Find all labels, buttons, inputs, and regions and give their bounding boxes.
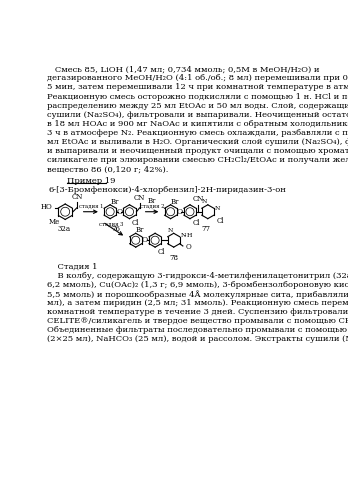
Text: комнатной температуре в течение 3 дней. Суспензию фильтровали через слой: комнатной температуре в течение 3 дней. …: [47, 308, 348, 316]
Text: стадия 3: стадия 3: [100, 222, 124, 227]
Text: N: N: [215, 206, 220, 211]
Text: Br: Br: [136, 227, 144, 235]
Text: стадия 2: стадия 2: [140, 204, 164, 209]
Text: O: O: [185, 243, 191, 251]
Text: 32a: 32a: [57, 225, 70, 233]
Text: CELITE®/силикагель и твердое вещество промывали с помощью CH₂Cl₂.: CELITE®/силикагель и твердое вещество пр…: [47, 317, 348, 325]
Text: CN: CN: [71, 193, 82, 201]
Text: Реакционную смесь осторожно подкисляли с помощью 1 н. HCl и подвергали: Реакционную смесь осторожно подкисляли с…: [47, 92, 348, 100]
Text: Смесь 85, LiOH (1,47 мл; 0,734 ммоль; 0,5М в MeOH/H₂O) и: Смесь 85, LiOH (1,47 мл; 0,734 ммоль; 0,…: [47, 65, 319, 73]
Text: Br: Br: [148, 197, 156, 205]
Text: в 18 мл HOAc и 900 мг NaOAc и кипятили с обратным холодильником в течение: в 18 мл HOAc и 900 мг NaOAc и кипятили с…: [47, 120, 348, 128]
Text: Me: Me: [48, 218, 60, 226]
Text: Cl: Cl: [132, 219, 139, 227]
Text: Cl: Cl: [192, 219, 200, 227]
Text: CN: CN: [134, 194, 145, 202]
Text: O: O: [116, 208, 122, 216]
Text: Br: Br: [171, 198, 179, 206]
Text: сушили (Na₂SO₄), фильтровали и выпаривали. Неочищенный остаток растворяли: сушили (Na₂SO₄), фильтровали и выпаривал…: [47, 111, 348, 119]
Text: Br: Br: [110, 198, 119, 206]
Text: В колбу, содержащую 3-гидрокси-4-метилфенилацетонитрил (32а; 0,92 г;: В колбу, содержащую 3-гидрокси-4-метилфе…: [47, 271, 348, 279]
Text: 6-[3-Бромфенокси)-4-хлорбензил]-2Н-пиридазин-3-он: 6-[3-Бромфенокси)-4-хлорбензил]-2Н-пирид…: [48, 186, 286, 194]
Text: мл EtOAc и выливали в H₂O. Органический слой сушили (Na₂SO₄), фильтровали: мл EtOAc и выливали в H₂O. Органический …: [47, 138, 348, 146]
Text: N: N: [201, 199, 207, 204]
Text: N: N: [181, 234, 186, 239]
Text: 5 мин, затем перемешивали 12 ч при комнатной температуре в атмосфере N₂.: 5 мин, затем перемешивали 12 ч при комна…: [47, 83, 348, 91]
Text: 77: 77: [201, 225, 210, 233]
Text: стадия 1: стадия 1: [79, 204, 103, 209]
Text: Стадия 1: Стадия 1: [47, 262, 97, 270]
Text: Cl: Cl: [157, 248, 165, 255]
Text: и выпаривали и неочищенный продукт очищали с помощью хроматографии на: и выпаривали и неочищенный продукт очища…: [47, 147, 348, 155]
Text: Пример 19: Пример 19: [67, 177, 115, 185]
Text: CN: CN: [193, 195, 204, 203]
Text: вещество 86 (0,120 г; 42%).: вещество 86 (0,120 г; 42%).: [47, 165, 168, 173]
Text: распределению между 25 мл EtOAc и 50 мл воды. Слой, содержащий EtOAc,: распределению между 25 мл EtOAc и 50 мл …: [47, 102, 348, 110]
Text: N: N: [167, 228, 173, 233]
Text: O: O: [142, 236, 148, 244]
Text: H: H: [187, 234, 192, 239]
Text: 6,2 ммоль), Cu(OAc)₂ (1,3 г; 6,9 ммоль), 3-бромбензолбороновую кислоту (1,1 г;: 6,2 ммоль), Cu(OAc)₂ (1,3 г; 6,9 ммоль),…: [47, 281, 348, 289]
Text: 5,5 ммоль) и порошкообразные 4Å молекулярные сита, прибавляли CH₂Cl₂ (62: 5,5 ммоль) и порошкообразные 4Å молекуля…: [47, 290, 348, 298]
Text: -: -: [184, 232, 186, 240]
Text: силикагеле при элюировании смесью CH₂Cl₂/EtOAc и получали желтое твердое: силикагеле при элюировании смесью CH₂Cl₂…: [47, 156, 348, 164]
Text: 78: 78: [169, 254, 178, 262]
Text: Cl: Cl: [216, 217, 223, 225]
Text: Объединенные фильтраты последовательно промывали с помощью 2 н. HCl: Объединенные фильтраты последовательно п…: [47, 326, 348, 334]
Text: 76: 76: [112, 225, 121, 233]
Text: мл), а затем пиридин (2,5 мл; 31 ммоль). Реакционную смесь перемешивали при: мл), а затем пиридин (2,5 мл; 31 ммоль).…: [47, 299, 348, 307]
Text: O: O: [177, 208, 183, 216]
Text: (2×25 мл), NaHCO₃ (25 мл), водой и рассолом. Экстракты сушили (MgSO₄),: (2×25 мл), NaHCO₃ (25 мл), водой и рассо…: [47, 335, 348, 343]
Text: 3 ч в атмосфере N₂. Реакционную смесь охлаждали, разбавляли с помощью 50: 3 ч в атмосфере N₂. Реакционную смесь ох…: [47, 129, 348, 137]
Text: дегазированного MeOH/H₂O (4:1 об./об.; 8 мл) перемешивали при 0°С в течение: дегазированного MeOH/H₂O (4:1 об./об.; 8…: [47, 74, 348, 82]
Text: HO: HO: [40, 203, 52, 211]
